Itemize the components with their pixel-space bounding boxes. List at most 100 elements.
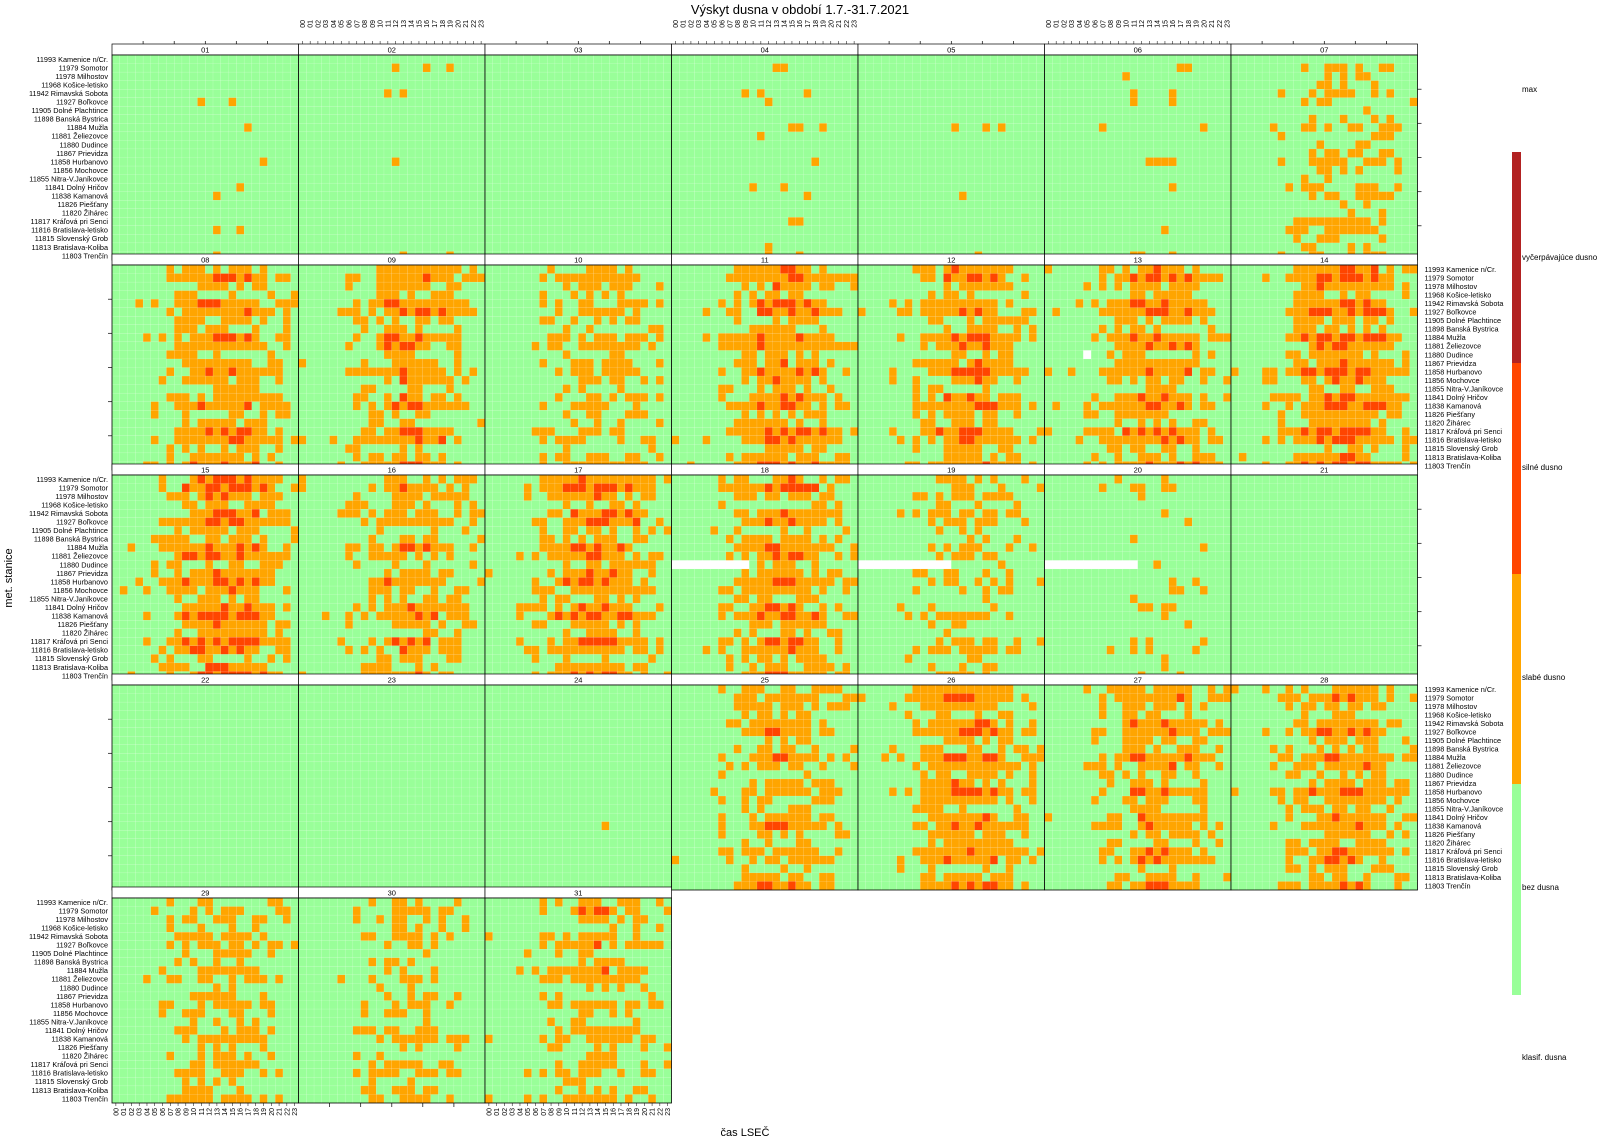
heat-cell <box>111 217 120 227</box>
heat-cell <box>1137 63 1146 73</box>
heat-cell <box>391 89 400 98</box>
heat-cell <box>1401 123 1410 133</box>
heat-cell <box>873 200 882 209</box>
heat-cell <box>189 384 198 394</box>
heat-cell <box>648 97 657 107</box>
heat-cell <box>438 367 447 377</box>
heat-cell <box>259 324 268 334</box>
heat-cell <box>313 191 323 201</box>
heat-cell <box>1199 208 1208 218</box>
heat-cell <box>438 89 447 98</box>
heat-cell <box>368 106 377 115</box>
heat-cell <box>275 273 284 283</box>
heat-cell <box>445 217 455 227</box>
heat-cell <box>189 444 198 454</box>
heat-cell <box>725 106 734 115</box>
heat-cell <box>826 71 835 81</box>
heat-cell <box>958 174 967 184</box>
heat-cell <box>243 307 253 317</box>
heat-cell <box>1090 242 1100 252</box>
heat-cell <box>772 89 781 98</box>
heat-cell <box>1261 97 1271 107</box>
heat-cell <box>1261 89 1271 98</box>
heat-cell <box>142 200 152 209</box>
heat-cell <box>189 358 198 368</box>
heat-cell <box>1409 131 1418 141</box>
heat-cell <box>888 208 898 218</box>
heat-cell <box>694 174 703 184</box>
heat-cell <box>1153 208 1162 218</box>
heat-cell <box>243 290 253 300</box>
heat-cell <box>430 375 439 385</box>
heat-cell <box>236 384 245 394</box>
heat-cell <box>772 234 781 244</box>
heat-cell <box>119 341 128 351</box>
heat-cell <box>275 341 284 351</box>
heat-cell <box>352 54 361 64</box>
heat-cell <box>585 217 594 227</box>
heat-cell <box>166 358 175 368</box>
heat-cell <box>508 131 517 141</box>
heat-cell <box>539 89 548 98</box>
heat-cell <box>282 63 291 73</box>
heat-cell <box>523 114 532 124</box>
heat-cell <box>181 375 190 385</box>
heat-cell <box>298 182 307 192</box>
heat-cell <box>205 114 214 124</box>
heat-cell <box>290 410 299 419</box>
heat-cell <box>578 191 587 201</box>
heat-cell <box>321 182 330 192</box>
heat-cell <box>663 217 672 227</box>
heat-cell <box>1098 140 1107 150</box>
heat-cell <box>1052 157 1061 167</box>
heat-cell <box>865 191 874 201</box>
heat-cell <box>523 200 532 209</box>
heat-cell <box>1192 80 1201 90</box>
heat-cell <box>974 89 983 98</box>
heat-cell <box>368 324 377 334</box>
heat-cell <box>306 264 315 274</box>
heat-cell <box>1254 140 1263 150</box>
heat-cell <box>453 299 462 308</box>
heat-cell <box>1246 71 1255 81</box>
heat-cell <box>142 273 152 283</box>
heat-cell <box>1347 225 1356 235</box>
heat-cell <box>376 114 385 124</box>
heat-cell <box>1021 182 1030 192</box>
heat-cell <box>174 114 183 124</box>
heat-cell <box>360 182 369 192</box>
heat-cell <box>360 333 369 343</box>
heat-cell <box>290 392 299 402</box>
heat-cell <box>609 234 618 244</box>
heat-cell <box>422 97 431 107</box>
heat-cell <box>135 182 144 192</box>
heat-cell <box>1238 225 1247 235</box>
heat-cell <box>547 140 556 150</box>
heat-cell <box>212 157 221 167</box>
heat-cell <box>663 182 672 192</box>
heat-cell <box>850 208 859 218</box>
heat-cell <box>694 234 703 244</box>
heat-cell <box>1021 242 1030 252</box>
heat-cell <box>640 174 649 184</box>
heat-cell <box>694 123 703 133</box>
heat-cell <box>1114 140 1123 150</box>
heat-cell <box>1355 97 1364 107</box>
heat-cell <box>150 89 159 98</box>
heat-cell <box>251 208 260 218</box>
heat-cell <box>1293 217 1302 227</box>
heat-cell <box>1129 89 1138 98</box>
heat-cell <box>640 54 649 64</box>
heat-cell <box>352 341 361 351</box>
heat-cell <box>679 225 688 235</box>
heat-cell <box>142 427 152 437</box>
heat-cell <box>756 242 765 252</box>
heat-cell <box>150 182 159 192</box>
heat-cell <box>523 242 532 252</box>
heat-cell <box>1067 80 1076 90</box>
heat-cell <box>197 401 206 411</box>
heat-cell <box>282 71 291 81</box>
heat-cell <box>1067 148 1076 158</box>
heat-cell <box>414 375 424 385</box>
heat-cell <box>958 54 967 64</box>
